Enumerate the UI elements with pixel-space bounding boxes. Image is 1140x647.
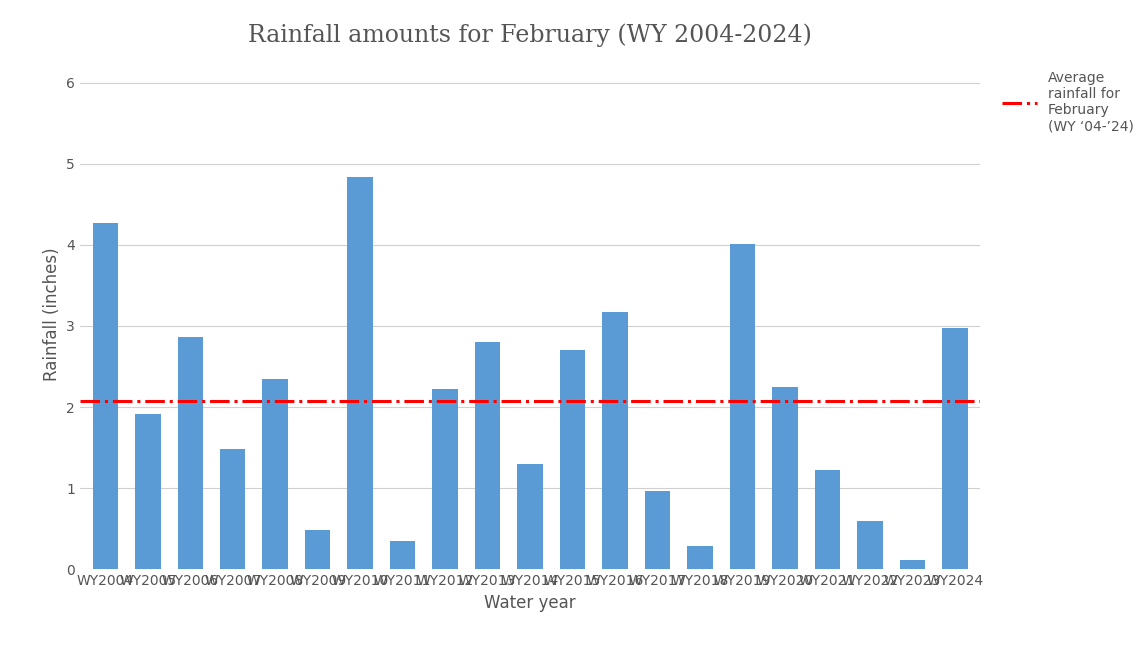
Bar	[220, 449, 245, 569]
Bar	[178, 336, 203, 569]
Bar	[306, 531, 331, 569]
Bar	[687, 546, 712, 569]
Bar	[518, 464, 543, 569]
Bar	[899, 560, 926, 569]
Title: Rainfall amounts for February (WY 2004-2024): Rainfall amounts for February (WY 2004-2…	[249, 23, 812, 47]
Bar	[772, 387, 798, 569]
Legend: Average
rainfall for
February
(WY ‘04-’24): Average rainfall for February (WY ‘04-’2…	[996, 65, 1139, 139]
Bar	[560, 350, 585, 569]
X-axis label: Water year: Water year	[484, 594, 576, 612]
Bar	[942, 329, 968, 569]
Bar	[135, 414, 161, 569]
Bar	[730, 244, 755, 569]
Bar	[92, 223, 119, 569]
Bar	[815, 470, 840, 569]
Y-axis label: Rainfall (inches): Rainfall (inches)	[42, 247, 60, 380]
Bar	[475, 342, 500, 569]
Bar	[432, 389, 458, 569]
Bar	[857, 521, 882, 569]
Bar	[262, 378, 288, 569]
Bar	[645, 490, 670, 569]
Bar	[348, 177, 373, 569]
Bar	[602, 312, 628, 569]
Bar	[390, 541, 415, 569]
